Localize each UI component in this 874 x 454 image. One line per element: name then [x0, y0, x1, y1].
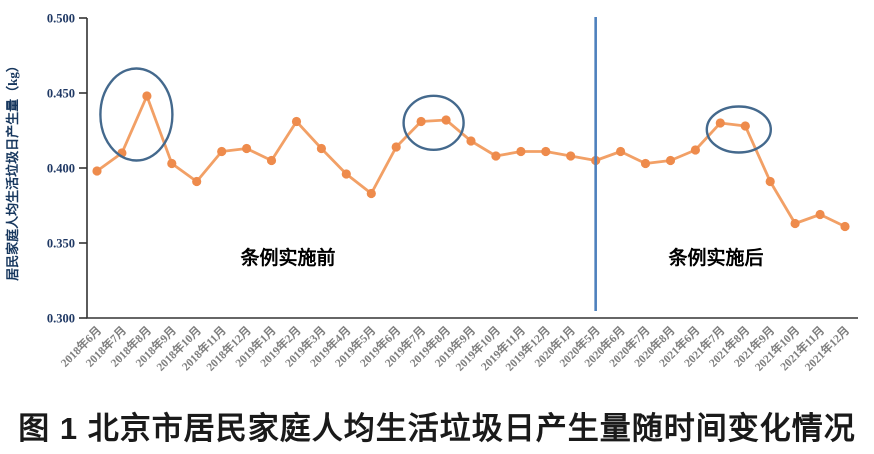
data-point-marker — [217, 146, 227, 157]
series-line — [95, 94, 847, 228]
phase-label-after: 条例实施后 — [668, 246, 763, 269]
data-point-marker — [242, 143, 252, 154]
data-point-marker — [142, 91, 152, 101]
highlight-ellipse — [705, 105, 772, 154]
data-point-marker — [566, 151, 576, 161]
y-tick-label: 0.400 — [47, 162, 75, 176]
data-point-marker — [690, 145, 701, 155]
data-point-marker — [391, 142, 401, 152]
line-chart: 0.5000.4500.4000.3500.3002018年6月2018年7月2… — [5, 12, 858, 374]
data-point-marker — [416, 116, 426, 127]
y-tick-label: 0.300 — [47, 312, 75, 326]
data-point-marker — [765, 176, 775, 187]
data-point-marker — [815, 209, 825, 220]
data-point-marker — [441, 115, 451, 125]
phase-label-before: 条例实施前 — [240, 246, 335, 269]
data-point-marker — [316, 143, 326, 154]
data-point-marker — [92, 166, 102, 176]
chart-area: 0.500 0.450 0.400 0.350 0.300 2018年6月 2018年7月 2… — [5, 12, 858, 374]
data-point-marker — [291, 116, 302, 127]
y-tick-label: 0.500 — [47, 12, 75, 26]
y-tick-label: 0.350 — [47, 237, 75, 251]
y-axis-title: 居民家庭人均生活垃圾日产生量（kg） — [5, 59, 20, 281]
data-point-marker — [341, 169, 351, 179]
data-point-marker — [715, 118, 725, 128]
data-point-marker — [665, 155, 676, 166]
data-point-marker — [466, 136, 476, 146]
data-point-marker — [192, 176, 202, 187]
data-point-marker — [167, 158, 177, 169]
y-tick-label: 0.450 — [47, 87, 75, 101]
data-point-marker — [366, 188, 376, 199]
highlight-ellipse — [99, 67, 174, 162]
series-layer — [92, 91, 850, 232]
data-point-marker — [740, 121, 750, 131]
data-point-marker — [640, 158, 651, 169]
axis-line — [86, 18, 858, 319]
data-point-marker — [840, 221, 850, 232]
data-point-marker — [491, 151, 501, 161]
figure-caption: 图 1 北京市居民家庭人均生活垃圾日产生量随时间变化情况 — [18, 411, 856, 446]
data-point-marker — [266, 155, 277, 166]
annotation-layer — [99, 17, 772, 311]
data-point-marker — [616, 146, 626, 157]
data-point-marker — [790, 218, 800, 229]
highlight-ellipse — [402, 94, 465, 152]
data-point-marker — [541, 146, 551, 157]
axes-layer: 0.5000.4500.4000.3500.3002018年6月2018年7月2… — [47, 12, 858, 374]
data-point-marker — [516, 146, 526, 157]
